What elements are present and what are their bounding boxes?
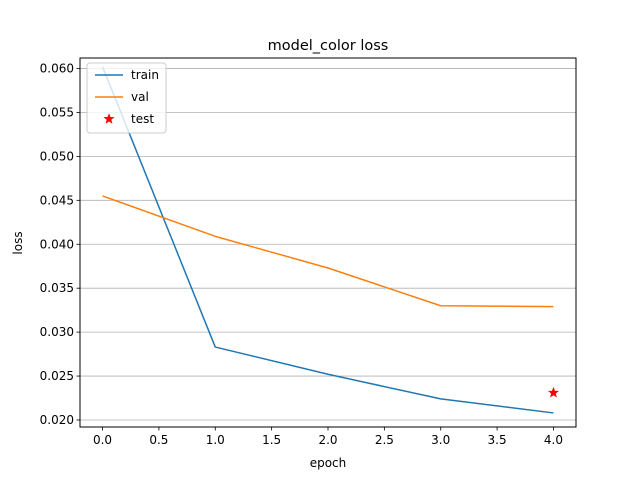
x-tick-label: 3.0 [431, 433, 450, 447]
x-tick-label: 1.0 [206, 433, 225, 447]
y-tick-label: 0.055 [40, 105, 74, 119]
x-axis-ticks: 0.0 0.5 1.0 1.5 2.0 2.5 3.0 3.5 4.0 [93, 427, 563, 447]
y-tick-label: 0.020 [40, 413, 74, 427]
series-line-val [102, 195, 554, 308]
grid-lines [80, 68, 576, 421]
legend-label-train: train [131, 68, 159, 82]
legend-label-test: test [131, 112, 154, 126]
legend-box [86, 62, 167, 134]
y-tick-label: 0.025 [40, 369, 74, 383]
y-tick-label: 0.030 [40, 325, 74, 339]
legend: train val test [86, 62, 167, 134]
x-tick-label: 1.5 [262, 433, 281, 447]
x-tick-label: 0.5 [149, 433, 168, 447]
y-tick-label: 0.060 [40, 62, 74, 76]
y-tick-label: 0.045 [40, 193, 74, 207]
x-tick-label: 3.5 [488, 433, 507, 447]
legend-swatch-test [103, 113, 115, 124]
legend-label-val: val [131, 90, 149, 104]
chart-title: model_color loss [268, 38, 389, 54]
series-line-train [101, 66, 554, 414]
y-axis-label: loss [11, 231, 25, 254]
y-tick-label: 0.040 [40, 237, 74, 251]
x-axis-label: epoch [310, 456, 347, 470]
y-tick-label: 0.050 [40, 149, 74, 163]
x-tick-label: 4.0 [544, 433, 563, 447]
x-tick-label: 2.5 [375, 433, 394, 447]
y-tick-label: 0.035 [40, 281, 74, 295]
y-axis-ticks: 0.020 0.025 0.030 0.035 0.040 0.045 0.050 0.055… [40, 62, 80, 427]
plot-series [101, 66, 560, 414]
x-tick-label: 2.0 [318, 433, 337, 447]
data-point-test [547, 386, 560, 398]
x-tick-label: 0.0 [93, 433, 112, 447]
